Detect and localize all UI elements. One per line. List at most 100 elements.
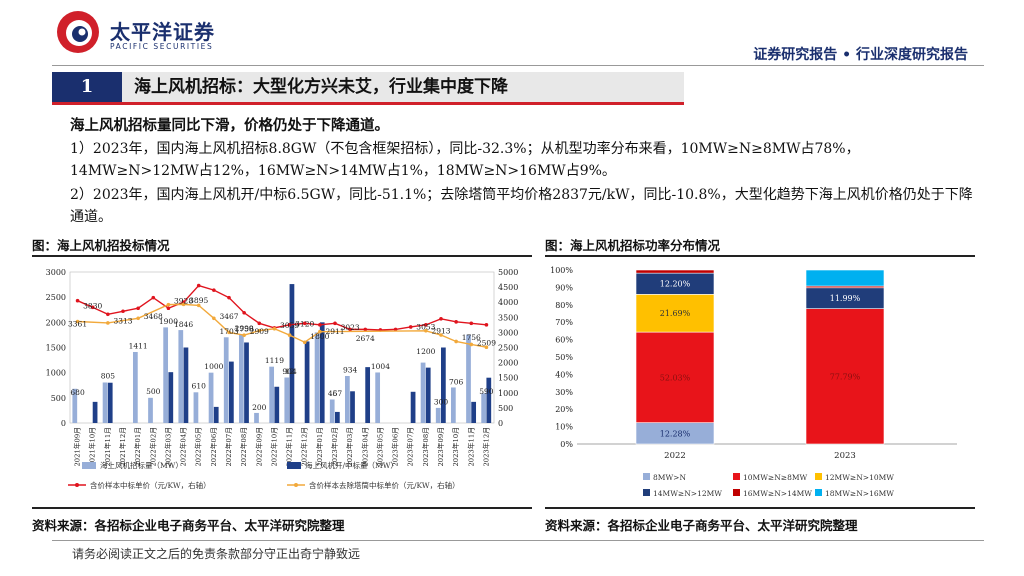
figure-1-bottom-rule xyxy=(32,507,532,509)
legend-label: 16MW≥N>14MW xyxy=(743,489,812,498)
segment-label: 21.69% xyxy=(660,309,691,318)
figure-1-source: 资料来源：各招标企业电子商务平台、太平洋研究院整理 xyxy=(32,518,345,533)
figure-2-top-rule xyxy=(545,255,975,257)
data-label: 1119 xyxy=(265,356,284,365)
stack-segment xyxy=(805,269,885,287)
x-tick-label: 2023年12月 xyxy=(481,427,490,467)
bar xyxy=(238,334,244,423)
data-label: 2999 xyxy=(235,324,254,333)
line-point xyxy=(257,328,262,333)
bar xyxy=(72,388,78,423)
x-tick-label: 2022年08月 xyxy=(239,427,248,467)
bar xyxy=(350,391,355,423)
bar xyxy=(223,337,229,423)
line-point xyxy=(121,309,125,314)
series-line xyxy=(77,284,487,331)
bar xyxy=(441,347,446,423)
left-axis-tick-label: 2000 xyxy=(46,318,66,327)
line-point xyxy=(272,326,277,331)
line-point xyxy=(424,323,428,327)
figure-2-title: 图：海上风机招标功率分布情况 xyxy=(545,238,721,253)
bar xyxy=(178,330,184,423)
line-point xyxy=(227,330,231,335)
bar xyxy=(274,386,280,423)
section-underline xyxy=(52,102,684,105)
y-tick-label: 30% xyxy=(555,388,573,397)
line-point xyxy=(318,329,322,334)
bar xyxy=(344,375,350,423)
x-tick-label: 2022年06月 xyxy=(209,427,218,467)
segment-label: 77.79% xyxy=(830,372,861,381)
x-tick-label: 2023年07月 xyxy=(406,427,415,467)
legend-swatch xyxy=(287,462,301,469)
paragraph-1: 1）2023年，国内海上风机招标8.8GW（不包含框架招标），同比-32.3%；… xyxy=(70,141,860,179)
legend-label: 海上风机招标量（MW） xyxy=(100,460,183,470)
x-tick-label: 2023年10月 xyxy=(451,427,460,467)
data-label: 3120 xyxy=(295,319,314,328)
line-point xyxy=(166,306,171,311)
y-tick-label: 20% xyxy=(555,405,573,414)
data-label: 1004 xyxy=(371,362,390,371)
bar xyxy=(410,391,416,423)
y-tick-label: 70% xyxy=(555,318,573,327)
bar xyxy=(183,347,189,423)
data-label: 3895 xyxy=(189,296,208,305)
legend-swatch xyxy=(643,489,650,496)
tender-volume-price-chart: 0 500 1000 1500 2000 2500 3000 0 500 1000 1500 2000… xyxy=(46,268,519,490)
bar xyxy=(375,372,381,423)
power-distribution-chart: 0% 10% 20% 30% 40% 50% 60% 70% 80% 90% 100% 12.28% 5… xyxy=(550,266,957,498)
x-tick-label: 2021年09月 xyxy=(73,427,82,467)
bar xyxy=(132,351,138,423)
x-tick-label: 2023年03月 xyxy=(345,427,354,467)
line-point xyxy=(196,303,201,308)
line-point xyxy=(469,321,474,326)
stack-segment xyxy=(635,269,715,274)
data-label: 1756 xyxy=(462,333,481,342)
section-number: 1 xyxy=(52,72,122,102)
line-point xyxy=(166,302,171,307)
data-label: 904 xyxy=(282,367,297,376)
data-label: 500 xyxy=(146,387,161,396)
legend-swatch xyxy=(82,462,96,469)
bar xyxy=(486,377,492,423)
x-tick-label: 2023年02月 xyxy=(330,427,339,467)
y-tick-label: 0% xyxy=(560,440,573,449)
data-label: 1000 xyxy=(204,362,223,371)
x-tick-label: 2023年08月 xyxy=(421,427,430,467)
bar xyxy=(107,382,113,423)
line-point xyxy=(257,321,262,326)
data-label: 5 xyxy=(333,389,338,398)
x-tick-label: 2023年11月 xyxy=(466,427,475,467)
footer-divider xyxy=(52,540,984,541)
data-label: 1200 xyxy=(416,347,435,356)
right-axis-tick-label: 2500 xyxy=(498,344,518,353)
x-tick-label: 2021年11月 xyxy=(103,427,112,467)
bar xyxy=(450,387,456,423)
x-tick-label: 2023年05月 xyxy=(375,427,384,467)
right-axis-tick-label: 500 xyxy=(498,404,513,413)
bar xyxy=(102,382,108,423)
data-label: 3467 xyxy=(219,312,238,321)
y-tick-label: 80% xyxy=(555,301,573,310)
legend-swatch xyxy=(733,489,740,496)
left-axis-tick-label: 1500 xyxy=(46,344,66,353)
line-point xyxy=(439,317,443,321)
y-tick-label: 10% xyxy=(555,423,573,432)
bar xyxy=(193,392,199,423)
bar xyxy=(92,401,98,423)
figure-1-title: 图：海上风机招投标情况 xyxy=(32,238,170,253)
data-label: 2911 xyxy=(325,327,344,336)
data-label: 2913 xyxy=(431,326,450,335)
data-label: 1900 xyxy=(159,317,178,326)
line-point xyxy=(408,325,413,329)
legend-label: 10MW≥N≥8MW xyxy=(743,473,808,482)
x-tick-label: 2022年04月 xyxy=(179,427,188,467)
lead-sentence: 海上风机招标量同比下滑，价格仍处于下降通道。 xyxy=(70,117,389,134)
line-point xyxy=(227,295,231,300)
right-axis-tick-label: 4000 xyxy=(498,298,518,307)
data-label: 2909 xyxy=(250,327,269,336)
data-label: 300 xyxy=(434,397,449,406)
line-point xyxy=(136,316,140,321)
bar xyxy=(213,406,219,423)
line-point xyxy=(151,295,156,300)
